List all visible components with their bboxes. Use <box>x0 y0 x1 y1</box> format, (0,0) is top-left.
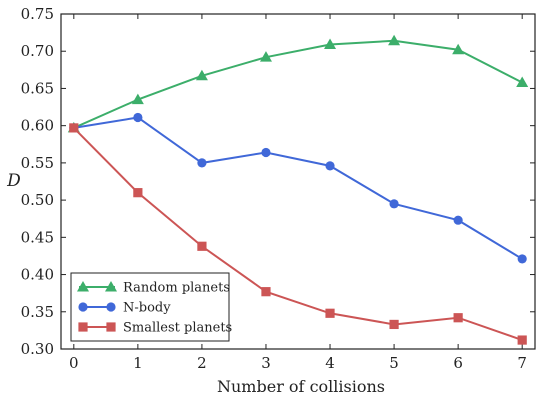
y-tick-label: 0.45 <box>21 228 54 246</box>
y-tick-label: 0.35 <box>21 303 54 321</box>
data-point-smallest-planets <box>133 188 143 198</box>
legend-marker-n-body <box>78 302 88 312</box>
series-line-smallest-planets <box>73 127 523 342</box>
y-tick-label: 0.50 <box>21 191 54 209</box>
series-line-n-body <box>73 116 523 260</box>
data-point-smallest-planets <box>197 241 207 251</box>
x-tick-label: 3 <box>261 354 271 372</box>
data-point-n-body <box>389 199 399 209</box>
data-point-random-planets <box>259 51 272 62</box>
legend-label-random-planets: Random planets <box>123 281 230 296</box>
x-tick-label: 4 <box>325 354 335 372</box>
x-tick-label: 2 <box>197 354 207 372</box>
series-line-random-planets <box>73 39 523 129</box>
data-point-random-planets <box>324 38 337 50</box>
ticks-layer: 0 1 2 3 4 5 6 7 0.30 0.35 0.40 0.45 0.50 0.55 0.60 0.65… <box>21 5 535 372</box>
series-layer <box>67 34 529 345</box>
data-point-random-planets <box>195 69 208 81</box>
x-tick-label: 6 <box>453 354 463 372</box>
data-point-smallest-planets <box>453 313 463 323</box>
x-tick-label: 1 <box>133 354 143 372</box>
data-point-n-body <box>261 147 271 158</box>
data-point-n-body <box>453 215 463 225</box>
y-tick-label: 0.60 <box>21 117 54 135</box>
legend-marker-random-planets <box>105 281 117 292</box>
data-point-smallest-planets <box>325 308 335 318</box>
x-tick-label: 7 <box>517 354 527 372</box>
legend: Random planets N-body Smallest planets <box>70 272 232 342</box>
legend-marker-smallest-planets <box>106 322 116 332</box>
data-point-n-body <box>133 112 143 123</box>
data-point-n-body <box>197 158 207 168</box>
data-point-smallest-planets <box>261 287 271 297</box>
y-tick-label: 0.75 <box>21 5 54 23</box>
data-point-random-planets <box>388 34 401 46</box>
legend-marker-n-body <box>106 302 116 312</box>
y-tick-label: 0.40 <box>21 266 54 284</box>
legend-marker-smallest-planets <box>78 322 88 332</box>
data-point-random-planets <box>131 93 144 105</box>
y-tick-label: 0.30 <box>21 340 54 358</box>
data-point-random-planets <box>516 76 529 87</box>
y-tick-label: 0.55 <box>21 154 54 172</box>
data-point-n-body <box>325 161 335 171</box>
x-axis-title: Number of collisions <box>217 377 385 396</box>
data-point-smallest-planets <box>389 319 399 330</box>
legend-label-n-body: N-body <box>123 301 171 316</box>
x-tick-label: 0 <box>69 354 79 372</box>
x-tick-label: 5 <box>389 354 399 372</box>
legend-label-smallest-planets: Smallest planets <box>123 321 232 336</box>
plot-frame <box>60 13 536 350</box>
data-point-smallest-planets <box>517 335 527 345</box>
legend-marker-random-planets <box>77 281 89 292</box>
y-tick-label: 0.65 <box>21 79 54 97</box>
data-point-n-body <box>517 254 527 264</box>
data-point-smallest-planets <box>69 123 79 133</box>
y-axis-title: D <box>6 171 21 191</box>
y-tick-label: 0.70 <box>21 42 54 60</box>
data-point-random-planets <box>452 43 465 55</box>
